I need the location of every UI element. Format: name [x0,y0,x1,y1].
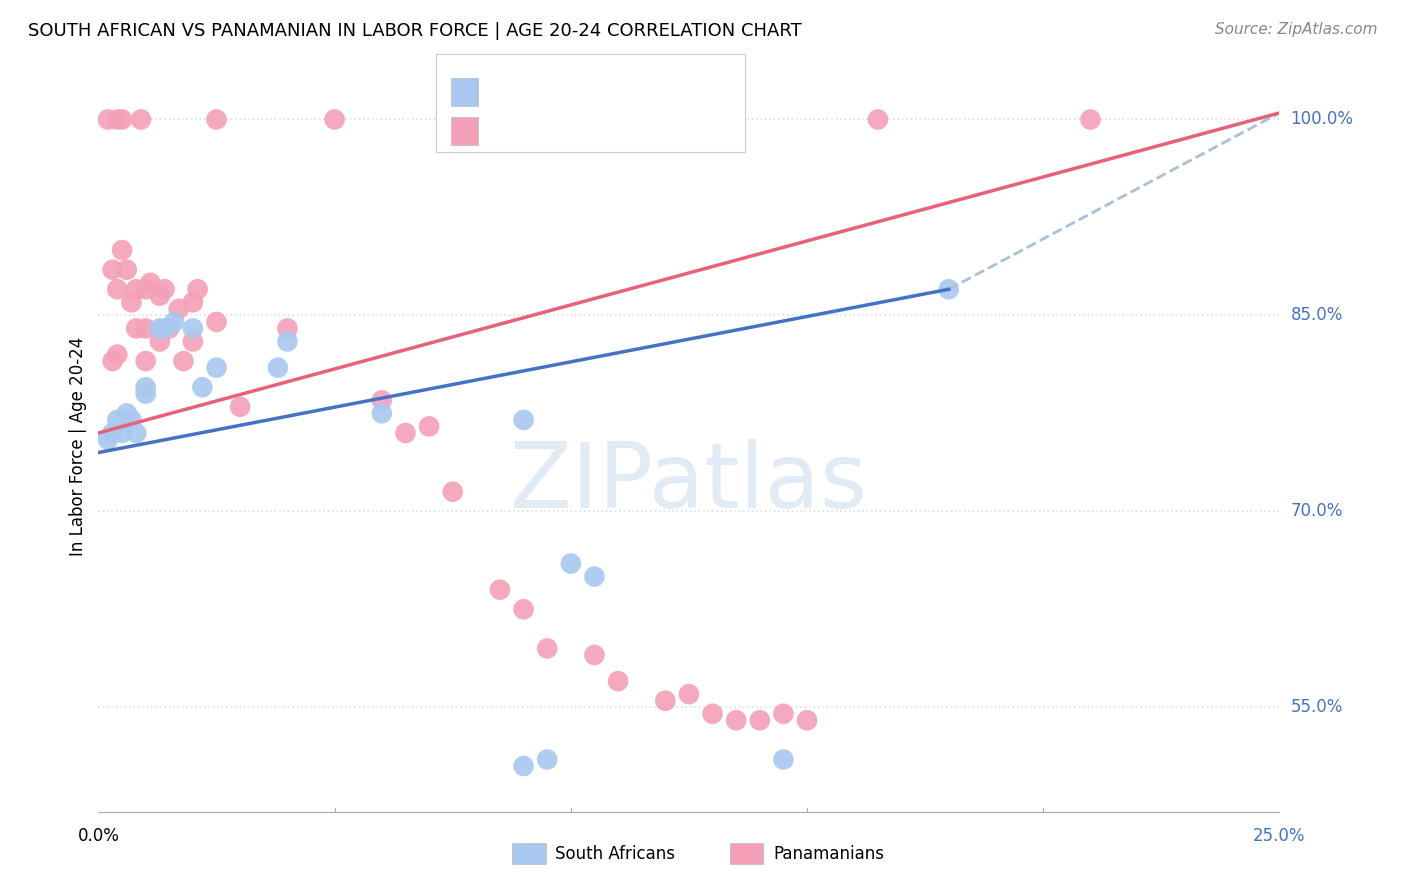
Point [938,282,960,296]
Point [135,386,157,401]
Text: R = 0.475   N = 50: R = 0.475 N = 50 [485,122,669,140]
Point [394,425,416,440]
Point [153,282,176,296]
Point [135,380,157,394]
Point [105,413,128,427]
Point [105,282,128,296]
Point [702,706,724,721]
Text: 55.0%: 55.0% [1291,698,1343,716]
Point [191,380,214,394]
Text: 25.0%: 25.0% [1253,828,1306,846]
Text: 100.0%: 100.0% [1291,111,1354,128]
Point [121,413,143,427]
Point [583,648,606,662]
Text: SOUTH AFRICAN VS PANAMANIAN IN LABOR FORCE | AGE 20-24 CORRELATION CHART: SOUTH AFRICAN VS PANAMANIAN IN LABOR FOR… [28,22,801,40]
Point [187,282,209,296]
Point [129,112,152,127]
Point [796,714,818,728]
Point [536,752,558,766]
Point [139,276,162,290]
Point [772,752,794,766]
Point [167,301,190,316]
Point [205,360,228,375]
Point [489,112,512,127]
Point [654,694,676,708]
Point [512,413,534,427]
Point [105,348,128,362]
Text: Panamanians: Panamanians [773,845,884,863]
Point [163,315,186,329]
Point [866,112,889,127]
Point [97,112,120,127]
Point [181,334,204,349]
Point [489,582,512,597]
Point [172,354,194,368]
Point [560,557,582,571]
Point [583,569,606,583]
Point [157,321,180,335]
Point [678,687,700,701]
Point [1080,112,1102,127]
Point [125,321,148,335]
Point [748,714,770,728]
Point [512,759,534,773]
Point [125,282,148,296]
Point [205,112,228,127]
Point [153,321,176,335]
Point [276,321,298,335]
Point [371,406,394,420]
Point [181,295,204,310]
Point [101,425,124,440]
Y-axis label: In Labor Force | Age 20-24: In Labor Force | Age 20-24 [69,336,87,556]
Point [115,262,138,277]
Text: R = 0.301   N = 21: R = 0.301 N = 21 [485,83,669,101]
Point [115,406,138,420]
Point [135,354,157,368]
Point [135,321,157,335]
Point [105,112,128,127]
Point [323,112,346,127]
Point [149,321,172,335]
Point [441,484,464,499]
Point [135,282,157,296]
Point [512,602,534,616]
Point [229,400,252,414]
Point [371,393,394,408]
Point [97,433,120,447]
Point [536,641,558,656]
Point [181,321,204,335]
Point [607,674,630,689]
Point [111,425,134,440]
Point [276,334,298,349]
Point [149,289,172,303]
Point [111,243,134,257]
Point [205,315,228,329]
Text: South Africans: South Africans [555,845,675,863]
Point [101,262,124,277]
Point [418,419,440,434]
Point [772,706,794,721]
Text: 85.0%: 85.0% [1291,306,1343,325]
Point [725,714,748,728]
Text: ZIPatlas: ZIPatlas [510,439,868,526]
Text: 70.0%: 70.0% [1291,502,1343,520]
Point [101,354,124,368]
Point [149,334,172,349]
Point [125,425,148,440]
Text: 0.0%: 0.0% [77,828,120,846]
Point [267,360,290,375]
Point [121,295,143,310]
Text: Source: ZipAtlas.com: Source: ZipAtlas.com [1215,22,1378,37]
Point [111,112,134,127]
